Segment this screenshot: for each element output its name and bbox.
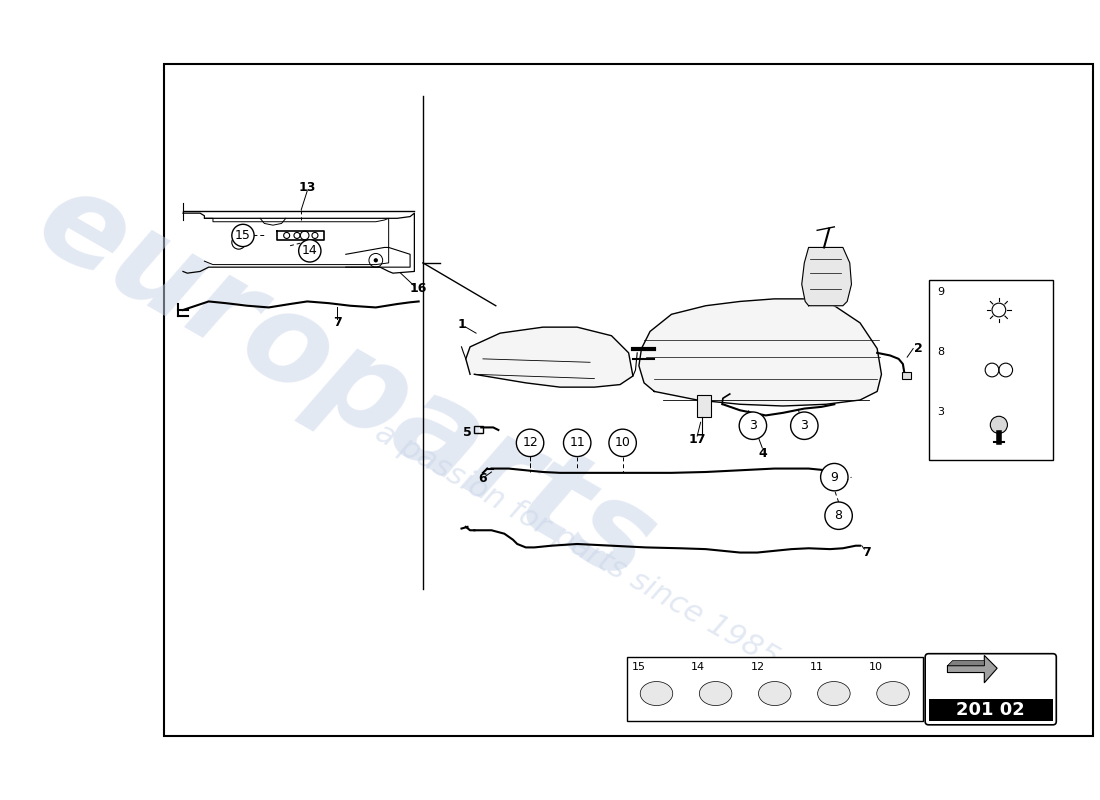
FancyBboxPatch shape [925,654,1056,725]
Polygon shape [802,247,851,306]
Circle shape [990,416,1008,434]
Text: 7: 7 [862,546,871,559]
Circle shape [232,224,254,246]
Polygon shape [465,327,632,387]
Text: 9: 9 [830,470,838,484]
Circle shape [299,240,321,262]
Text: 4: 4 [758,446,767,460]
Ellipse shape [700,682,732,706]
Ellipse shape [759,682,791,706]
Text: 11: 11 [570,436,585,450]
Text: 10: 10 [615,436,630,450]
Text: 9: 9 [937,287,944,297]
Circle shape [374,258,378,262]
Text: 7: 7 [333,316,342,330]
Text: 12: 12 [750,662,764,672]
Ellipse shape [817,682,850,706]
FancyBboxPatch shape [928,280,1053,460]
Text: 14: 14 [301,244,318,258]
Circle shape [739,412,767,439]
Circle shape [825,502,852,530]
Circle shape [236,240,241,245]
FancyBboxPatch shape [928,699,1053,722]
Text: 2: 2 [914,342,923,355]
Text: 8: 8 [835,510,843,522]
Text: 8: 8 [937,347,944,357]
Text: 10: 10 [869,662,882,672]
FancyBboxPatch shape [627,657,923,722]
Text: 3: 3 [801,419,808,432]
Text: 15: 15 [235,229,251,242]
Text: 1: 1 [458,318,466,331]
FancyBboxPatch shape [697,395,711,417]
Polygon shape [947,655,998,683]
Text: 201 02: 201 02 [956,702,1025,719]
Circle shape [609,429,636,457]
Text: 3: 3 [749,419,757,432]
Circle shape [516,429,543,457]
Ellipse shape [877,682,910,706]
Text: 16: 16 [410,282,427,295]
Polygon shape [639,299,881,406]
Circle shape [563,429,591,457]
FancyBboxPatch shape [902,372,911,378]
Text: 3: 3 [937,407,944,417]
Text: 13: 13 [298,181,316,194]
Text: 14: 14 [691,662,705,672]
Text: 6: 6 [478,472,487,486]
Text: 5: 5 [463,426,472,439]
FancyBboxPatch shape [164,64,1093,736]
Text: europarts: europarts [16,158,675,608]
Circle shape [791,412,818,439]
Polygon shape [947,661,984,673]
Ellipse shape [640,682,673,706]
Text: 15: 15 [632,662,646,672]
Text: a passion for parts since 1985: a passion for parts since 1985 [371,418,784,674]
Text: 17: 17 [689,433,706,446]
Text: 12: 12 [522,436,538,450]
Circle shape [821,463,848,491]
Text: 11: 11 [810,662,824,672]
